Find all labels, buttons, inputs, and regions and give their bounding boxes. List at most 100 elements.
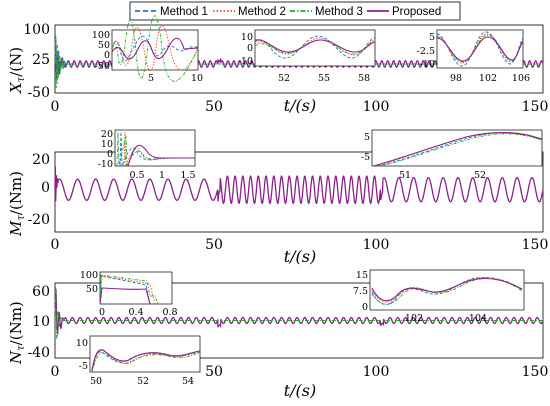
panel-m-inset-1-xtick: 0.5 bbox=[129, 170, 144, 181]
panel-m-inset-2-proposed-line bbox=[373, 132, 543, 167]
panel-x-inset-2: 10 0 -10 52 55 58 bbox=[238, 29, 376, 84]
panel-x-inset-1-proposed-line bbox=[111, 37, 199, 60]
panel-n-inset-1-method-3-line bbox=[99, 274, 159, 305]
panel-x-inset-2-xtick: 55 bbox=[318, 73, 330, 84]
panel-x-inset-2-ytick: -10 bbox=[238, 56, 253, 67]
panel-m-inset-2-box bbox=[371, 129, 543, 167]
panel-n-inset-1-proposed-line bbox=[99, 287, 151, 305]
panel-n-xtick: 150 bbox=[522, 364, 549, 380]
panel-x-inset-3-ytick: 5 bbox=[429, 32, 435, 43]
panel-m-xtick: 0 bbox=[51, 237, 60, 253]
panel-m-inset-1-proposed-line bbox=[127, 144, 195, 167]
panel-n-inset-2-method-1-line bbox=[371, 277, 523, 305]
panel-m-xlabel: t/(s) bbox=[284, 247, 317, 266]
panel-n-inset-2: 15 7.5 0 102 104 bbox=[353, 269, 525, 324]
panel-m: 20 0 -20 0 50 100 150 Mτ/(Nm) t/(s) 20 1… bbox=[7, 129, 548, 266]
panel-m-proposed-line bbox=[54, 166, 544, 205]
panel-x-inset-3-method-1-line bbox=[436, 31, 524, 67]
legend: Method 1 Method 2 Method 3 Proposed bbox=[129, 1, 461, 21]
panel-n-ytick: -40 bbox=[27, 345, 50, 361]
panel-x-inset-3-method-3-line bbox=[436, 34, 524, 63]
panel-m-inset-1: 20 10 0 -10 0.5 1 1.5 bbox=[98, 129, 196, 181]
panel-n-ytick: 60 bbox=[32, 284, 50, 300]
panel-n-ylabel: Nτ/(Nm) bbox=[7, 301, 27, 365]
panel-n-ylabel-subscript: τ bbox=[16, 345, 27, 351]
panel-n-inset-3-proposed-line bbox=[91, 349, 201, 371]
panel-m-ytick: 20 bbox=[32, 152, 50, 168]
panel-m-ylabel-subscript: τ bbox=[16, 215, 27, 221]
legend-label-method-2: Method 2 bbox=[238, 6, 286, 18]
panel-m-inset-2-xtick: 52 bbox=[474, 170, 486, 181]
panel-x-inset-2-xtick: 58 bbox=[358, 73, 370, 84]
panel-x-inset-1-ytick: 100 bbox=[92, 30, 110, 41]
panel-x-inset-1-ytick: 50 bbox=[98, 40, 110, 51]
panel-x-ytick: 100 bbox=[23, 22, 50, 38]
panel-n-inset-1-method-2-line bbox=[99, 275, 156, 305]
panel-m-inset-1-xtick: 1.5 bbox=[180, 170, 195, 181]
panel-m-inset-2: 5 -5 51 52 bbox=[361, 129, 543, 181]
panel-x-inset-3-xtick: 102 bbox=[479, 73, 497, 84]
panel-n-inset-3-ytick: -5 bbox=[79, 361, 88, 372]
panel-x-inset-2-ytick: 10 bbox=[241, 32, 253, 43]
panel-m-xtick: 150 bbox=[522, 237, 549, 253]
panel-x-inset-2-proposed-line bbox=[254, 39, 376, 53]
panel-n-ylabel-unit: /(Nm) bbox=[7, 301, 25, 345]
panel-n-xtick: 50 bbox=[205, 364, 223, 380]
panel-m-inset-2-xtick: 51 bbox=[399, 170, 411, 181]
panel-x-xtick: 50 bbox=[205, 99, 223, 115]
panel-m-ylabel-symbol: M bbox=[7, 220, 25, 237]
panel-n-inset-1-ytick: 100 bbox=[80, 270, 98, 281]
panel-x-xtick: 100 bbox=[363, 99, 390, 115]
panel-x-ylabel-unit: /(N) bbox=[7, 47, 25, 77]
panel-n-inset-1-ytick: 50 bbox=[86, 284, 98, 295]
panel-x-ytick: -50 bbox=[27, 85, 50, 101]
panel-x-inset-1-ytick: -50 bbox=[95, 61, 110, 72]
panel-n-inset-3-xtick: 54 bbox=[182, 376, 194, 387]
panel-n-inset-3-xtick: 50 bbox=[90, 376, 102, 387]
panel-n-xtick: 0 bbox=[51, 364, 60, 380]
panel-x-xtick: 150 bbox=[522, 99, 549, 115]
panel-m-inset-2-ytick: -5 bbox=[361, 152, 370, 163]
panel-m-inset-2-method-3-line bbox=[379, 133, 543, 167]
panel-x-inset-3-ytick: -2.5 bbox=[417, 46, 435, 57]
panel-x-ylabel-symbol: X bbox=[7, 81, 25, 94]
panel-n-inset-3-method-3-line bbox=[91, 352, 201, 373]
panel-n-inset-1: 100 50 0 0.4 0.8 bbox=[80, 270, 178, 318]
panel-x-inset-1-xtick: 5 bbox=[148, 73, 154, 84]
panel-m-inset-1-method-3-line bbox=[116, 131, 195, 167]
panel-m-inset-1-ytick: 10 bbox=[101, 139, 113, 150]
legend-label-proposed: Proposed bbox=[392, 6, 441, 18]
panel-n-ylabel-symbol: N bbox=[7, 350, 25, 365]
panel-n-method-3-line bbox=[54, 287, 543, 339]
panel-x-inset-2-method-1-line bbox=[254, 35, 376, 59]
panel-n-inset-1-xtick: 0.4 bbox=[128, 307, 143, 318]
panel-x-ylabel-subscript: τ bbox=[16, 76, 27, 82]
panel-x-inset-1-ytick: 0 bbox=[104, 50, 110, 61]
panel-m-ytick: 0 bbox=[41, 180, 50, 196]
panel-x-inset-2-ytick: 0 bbox=[247, 43, 253, 54]
panel-x-xtick: 0 bbox=[51, 99, 60, 115]
panel-m-xtick: 50 bbox=[205, 237, 223, 253]
panel-x-inset-1-box bbox=[111, 29, 199, 71]
panel-x-ylabel: Xτ/(N) bbox=[7, 47, 27, 94]
panel-x-inset-3-method-2-line bbox=[436, 33, 524, 64]
panel-x-xlabel: t/(s) bbox=[284, 96, 317, 115]
panel-x-inset-1-method-1-line bbox=[111, 35, 198, 62]
panel-m-inset-1-ytick: 0 bbox=[107, 149, 113, 160]
panel-n-inset-3-method-2-line bbox=[91, 349, 201, 373]
panel-m-ylabel: Mτ/(Nm) bbox=[7, 171, 27, 237]
panel-m-ytick: -20 bbox=[27, 212, 50, 228]
legend-label-method-1: Method 1 bbox=[160, 6, 208, 18]
panel-m-ylabel-unit: /(Nm) bbox=[7, 171, 25, 215]
panel-x-inset-2-xtick: 52 bbox=[278, 73, 290, 84]
panel-n-inset-2-proposed-line bbox=[371, 277, 523, 302]
panel-n-inset-3-xtick: 52 bbox=[137, 376, 149, 387]
panel-x-inset-3-ytick: -10 bbox=[420, 59, 435, 70]
panel-n-inset-2-xtick: 104 bbox=[469, 313, 487, 324]
panel-n-inset-1-xtick: 0 bbox=[99, 307, 105, 318]
panel-n-xlabel: t/(s) bbox=[284, 381, 317, 400]
panel-x-inset-1-xtick: 10 bbox=[191, 73, 203, 84]
panel-x-inset-1: 100 50 0 -50 5 10 bbox=[92, 15, 203, 84]
panel-x-inset-3-proposed-line bbox=[436, 36, 524, 62]
